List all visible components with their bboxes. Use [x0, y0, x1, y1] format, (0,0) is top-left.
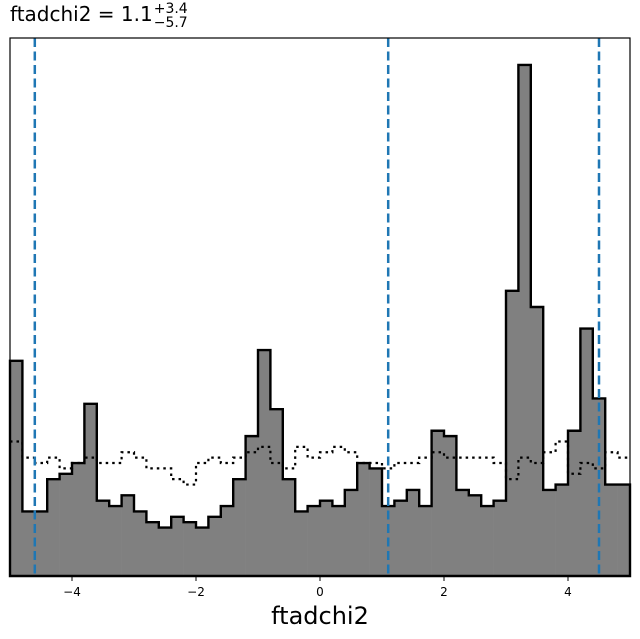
histogram-bin	[59, 473, 73, 576]
histogram-bin	[518, 64, 532, 577]
histogram-bin	[617, 484, 631, 576]
histogram-bin	[109, 506, 122, 576]
x-tick-label: −2	[187, 585, 205, 599]
histogram-bin	[220, 506, 234, 576]
histogram-bin	[22, 511, 36, 576]
histogram-bin	[444, 436, 457, 576]
histogram-bin	[72, 463, 85, 576]
histogram-bin	[183, 522, 197, 576]
histogram-bin	[332, 506, 346, 576]
histogram-bin	[456, 489, 470, 576]
histogram-bin	[369, 468, 383, 576]
histogram-bin	[10, 360, 23, 576]
chart-title-subscript: −5.7	[154, 15, 188, 31]
histogram-bin	[580, 328, 594, 576]
histogram-bin	[506, 290, 519, 576]
histogram-bin	[468, 495, 482, 576]
histogram-bin	[34, 511, 48, 576]
histogram-bin	[543, 489, 556, 576]
histogram-bin	[431, 430, 445, 576]
histogram-bin	[344, 489, 358, 576]
histogram-bin	[295, 511, 308, 576]
histogram-bin	[307, 506, 321, 576]
histogram-bin	[158, 527, 172, 576]
histogram-bin	[406, 489, 420, 576]
x-axis-ticks: −4 −2 0 2 4	[63, 576, 572, 599]
histogram-bin	[146, 522, 160, 576]
histogram-bin	[481, 506, 494, 576]
histogram-bin	[282, 479, 296, 576]
x-axis-label: ftadchi2	[271, 602, 369, 630]
histogram-bin	[245, 436, 259, 576]
histogram-bin	[134, 511, 147, 576]
histogram-bin	[568, 430, 581, 576]
histogram-bin	[121, 495, 135, 576]
dotted-histogram-series	[10, 440, 630, 486]
chart-title-base: ftadchi2 = 1.1	[10, 2, 153, 26]
histogram-bin	[555, 484, 569, 576]
histogram-bin	[493, 500, 507, 576]
histogram-bin	[605, 484, 618, 576]
histogram-bin	[320, 500, 333, 576]
histogram-bin	[47, 479, 60, 576]
filled-histogram-series	[8, 63, 632, 578]
chart-title-superscript: +3.4	[154, 1, 188, 17]
histogram-bin	[233, 479, 246, 576]
histogram-bin	[258, 350, 271, 576]
x-tick-label: 0	[316, 585, 324, 599]
histogram-bin	[171, 516, 184, 576]
histogram-bin	[530, 307, 544, 576]
histogram-bin	[270, 409, 284, 576]
x-tick-label: 2	[440, 585, 448, 599]
histogram-bin	[394, 500, 408, 576]
plot-area	[8, 38, 632, 578]
filled-histogram-outline	[8, 63, 632, 578]
histogram-bin	[196, 527, 209, 576]
x-tick-label: −4	[63, 585, 81, 599]
chart-title: ftadchi2 = 1.1 +3.4 −5.7	[10, 1, 188, 31]
histogram-bin	[419, 506, 432, 576]
histogram-bin	[96, 500, 110, 576]
histogram-bin	[357, 463, 370, 576]
histogram-bin	[208, 516, 222, 576]
histogram-bin	[84, 403, 98, 576]
x-tick-label: 4	[564, 585, 572, 599]
